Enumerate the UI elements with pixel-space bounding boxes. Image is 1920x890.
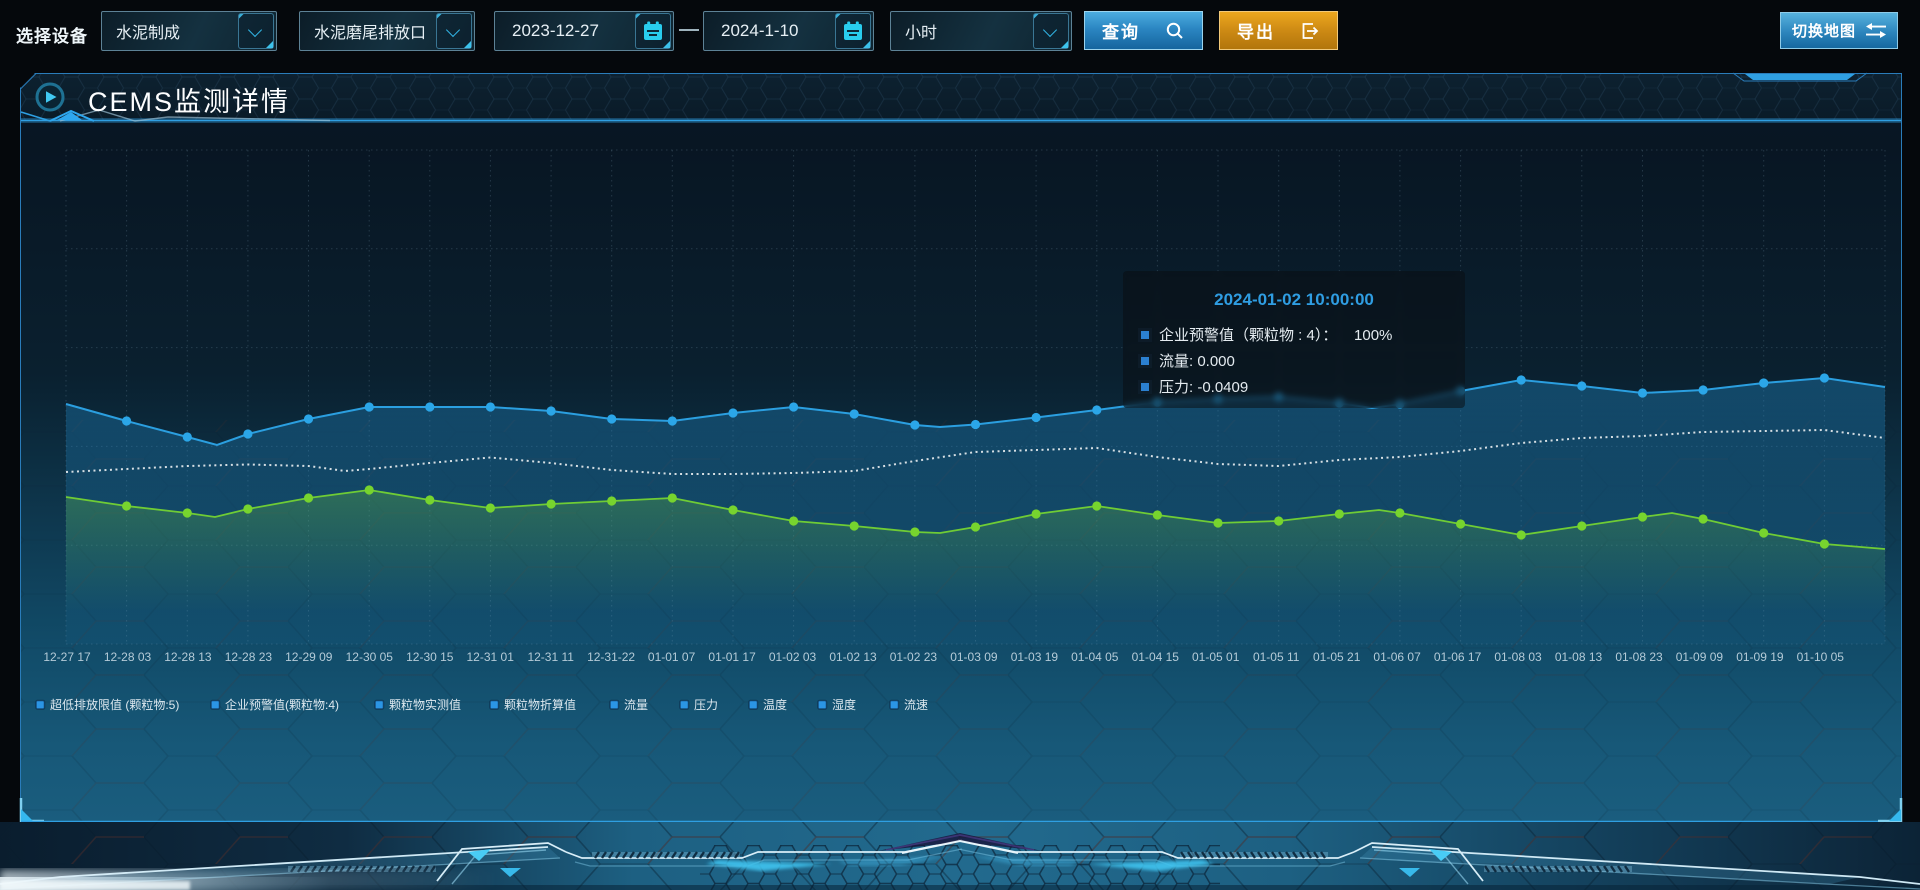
svg-text:01-08 03: 01-08 03 — [1494, 650, 1542, 664]
svg-text:流速: 流速 — [904, 698, 928, 712]
svg-text:12-27 17: 12-27 17 — [43, 650, 91, 664]
svg-text:01-08 23: 01-08 23 — [1615, 650, 1663, 664]
svg-text:流量: 流量 — [624, 698, 648, 712]
svg-text:12-31 01: 12-31 01 — [467, 650, 515, 664]
svg-text:12-28 23: 12-28 23 — [225, 650, 273, 664]
svg-text:01-06 07: 01-06 07 — [1373, 650, 1421, 664]
svg-text:压力: 压力 — [694, 698, 718, 712]
svg-text:01-04 15: 01-04 15 — [1132, 650, 1180, 664]
svg-text:12-29 09: 12-29 09 — [285, 650, 333, 664]
svg-text:12-28 03: 12-28 03 — [104, 650, 152, 664]
svg-text:12-31 11: 12-31 11 — [527, 650, 574, 664]
svg-text:01-05 01: 01-05 01 — [1192, 650, 1240, 664]
svg-text:01-02 23: 01-02 23 — [890, 650, 938, 664]
svg-text:12-30 05: 12-30 05 — [346, 650, 394, 664]
svg-text:湿度: 湿度 — [832, 697, 856, 712]
svg-text:颗粒物实测值: 颗粒物实测值 — [389, 697, 461, 712]
svg-text:01-05 11: 01-05 11 — [1253, 650, 1300, 664]
svg-text:超低排放限值 (颗粒物:5): 超低排放限值 (颗粒物:5) — [50, 697, 179, 712]
svg-text:12-30 15: 12-30 15 — [406, 650, 454, 664]
svg-text:01-05 21: 01-05 21 — [1313, 650, 1361, 664]
svg-text:12-31-22: 12-31-22 — [587, 650, 635, 664]
svg-text:01-04 05: 01-04 05 — [1071, 650, 1119, 664]
svg-text:01-02 03: 01-02 03 — [769, 650, 817, 664]
svg-text:01-01 07: 01-01 07 — [648, 650, 696, 664]
svg-text:01-01 17: 01-01 17 — [708, 650, 756, 664]
svg-text:01-08 13: 01-08 13 — [1555, 650, 1603, 664]
svg-text:01-09 19: 01-09 19 — [1736, 650, 1784, 664]
svg-text:01-03 09: 01-03 09 — [950, 650, 998, 664]
svg-text:01-02 13: 01-02 13 — [829, 650, 877, 664]
svg-text:01-10 05: 01-10 05 — [1797, 650, 1845, 664]
svg-text:01-06 17: 01-06 17 — [1434, 650, 1482, 664]
svg-text:01-03 19: 01-03 19 — [1011, 650, 1059, 664]
svg-text:01-09 09: 01-09 09 — [1676, 650, 1724, 664]
svg-text:温度: 温度 — [763, 697, 787, 712]
svg-text:12-28 13: 12-28 13 — [164, 650, 212, 664]
svg-text:颗粒物折算值: 颗粒物折算值 — [504, 697, 576, 712]
svg-text:企业预警值(颗粒物:4): 企业预警值(颗粒物:4) — [225, 697, 339, 712]
